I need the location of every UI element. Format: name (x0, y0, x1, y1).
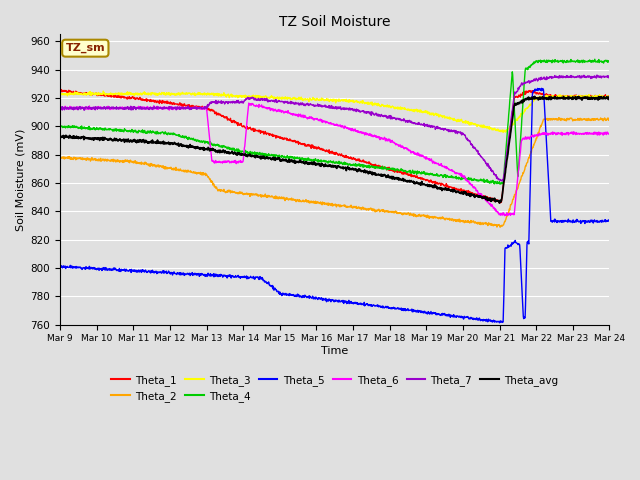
Theta_3 (605, 94, 613, 100)
Theta_4 (369, 163, 376, 169)
Theta_6 (301, 112, 308, 118)
Theta_7 (289, 101, 297, 107)
Theta_3 (99, 92, 106, 97)
Theta_4 (289, 155, 297, 160)
Theta_5 (495, 320, 503, 325)
Theta_3 (122, 91, 129, 97)
Theta_3 (499, 130, 507, 135)
Line: Theta_6: Theta_6 (60, 103, 609, 216)
Theta_6 (369, 134, 377, 140)
Theta_avg (310, 161, 318, 167)
Theta_4 (605, 58, 613, 64)
Theta_7 (369, 109, 376, 115)
Theta_1 (605, 94, 613, 100)
Theta_5 (310, 295, 318, 301)
Theta_1 (311, 144, 319, 149)
Theta_4 (56, 123, 64, 129)
Theta_1 (301, 143, 308, 149)
Theta_6 (245, 100, 253, 106)
Theta_4 (121, 127, 129, 133)
Title: TZ Soil Moisture: TZ Soil Moisture (279, 15, 390, 29)
Line: Theta_3: Theta_3 (60, 91, 609, 132)
Theta_1 (497, 200, 504, 206)
Theta_avg (121, 137, 129, 143)
Theta_3 (369, 101, 377, 107)
Theta_1 (122, 95, 129, 100)
Theta_6 (500, 213, 508, 218)
Theta_avg (56, 132, 64, 138)
Theta_6 (311, 117, 319, 122)
Theta_3 (290, 95, 298, 100)
Line: Theta_2: Theta_2 (60, 118, 609, 227)
Theta_6 (99, 105, 106, 111)
X-axis label: Time: Time (321, 346, 348, 356)
Theta_7 (310, 104, 318, 109)
Theta_6 (121, 105, 129, 111)
Theta_3 (301, 97, 308, 103)
Theta_4 (591, 56, 598, 62)
Theta_4 (310, 157, 318, 163)
Theta_2 (497, 224, 504, 230)
Theta_6 (56, 105, 64, 111)
Line: Theta_4: Theta_4 (60, 59, 609, 184)
Theta_7 (121, 105, 129, 110)
Y-axis label: Soil Moisture (mV): Soil Moisture (mV) (15, 128, 25, 231)
Theta_4 (301, 157, 308, 163)
Theta_2 (369, 207, 376, 213)
Theta_avg (99, 137, 106, 143)
Theta_avg (369, 170, 376, 176)
Theta_1 (369, 162, 377, 168)
Line: Theta_5: Theta_5 (60, 88, 609, 323)
Theta_7 (593, 72, 601, 78)
Theta_6 (290, 112, 298, 118)
Theta_7 (498, 178, 506, 184)
Theta_avg (289, 158, 297, 164)
Theta_2 (121, 158, 129, 164)
Theta_2 (555, 115, 563, 120)
Theta_5 (56, 262, 64, 268)
Theta_2 (289, 196, 297, 202)
Theta_5 (605, 218, 613, 224)
Theta_avg (531, 94, 538, 99)
Theta_3 (311, 97, 319, 103)
Theta_1 (99, 92, 107, 98)
Line: Theta_7: Theta_7 (60, 75, 609, 181)
Theta_6 (605, 130, 613, 136)
Theta_1 (290, 138, 298, 144)
Legend: Theta_1, Theta_2, Theta_3, Theta_4, Theta_5, Theta_6, Theta_7, Theta_avg: Theta_1, Theta_2, Theta_3, Theta_4, Thet… (107, 371, 563, 406)
Theta_1 (58, 86, 65, 92)
Line: Theta_1: Theta_1 (60, 89, 609, 203)
Theta_2 (99, 157, 106, 163)
Theta_7 (605, 73, 613, 79)
Line: Theta_avg: Theta_avg (60, 96, 609, 203)
Theta_7 (99, 106, 106, 111)
Theta_5 (99, 267, 106, 273)
Theta_2 (310, 200, 318, 205)
Theta_avg (495, 200, 503, 206)
Theta_5 (538, 85, 545, 91)
Theta_avg (301, 160, 308, 166)
Text: TZ_sm: TZ_sm (65, 43, 105, 53)
Theta_1 (56, 87, 64, 93)
Theta_7 (301, 101, 308, 107)
Theta_2 (301, 199, 308, 204)
Theta_2 (605, 117, 613, 122)
Theta_4 (99, 126, 106, 132)
Theta_5 (289, 293, 297, 299)
Theta_5 (369, 302, 376, 308)
Theta_7 (56, 104, 64, 110)
Theta_3 (99, 88, 107, 94)
Theta_2 (56, 155, 64, 160)
Theta_5 (121, 266, 129, 272)
Theta_5 (301, 295, 308, 300)
Theta_3 (56, 90, 64, 96)
Theta_4 (496, 181, 504, 187)
Theta_avg (605, 95, 613, 101)
